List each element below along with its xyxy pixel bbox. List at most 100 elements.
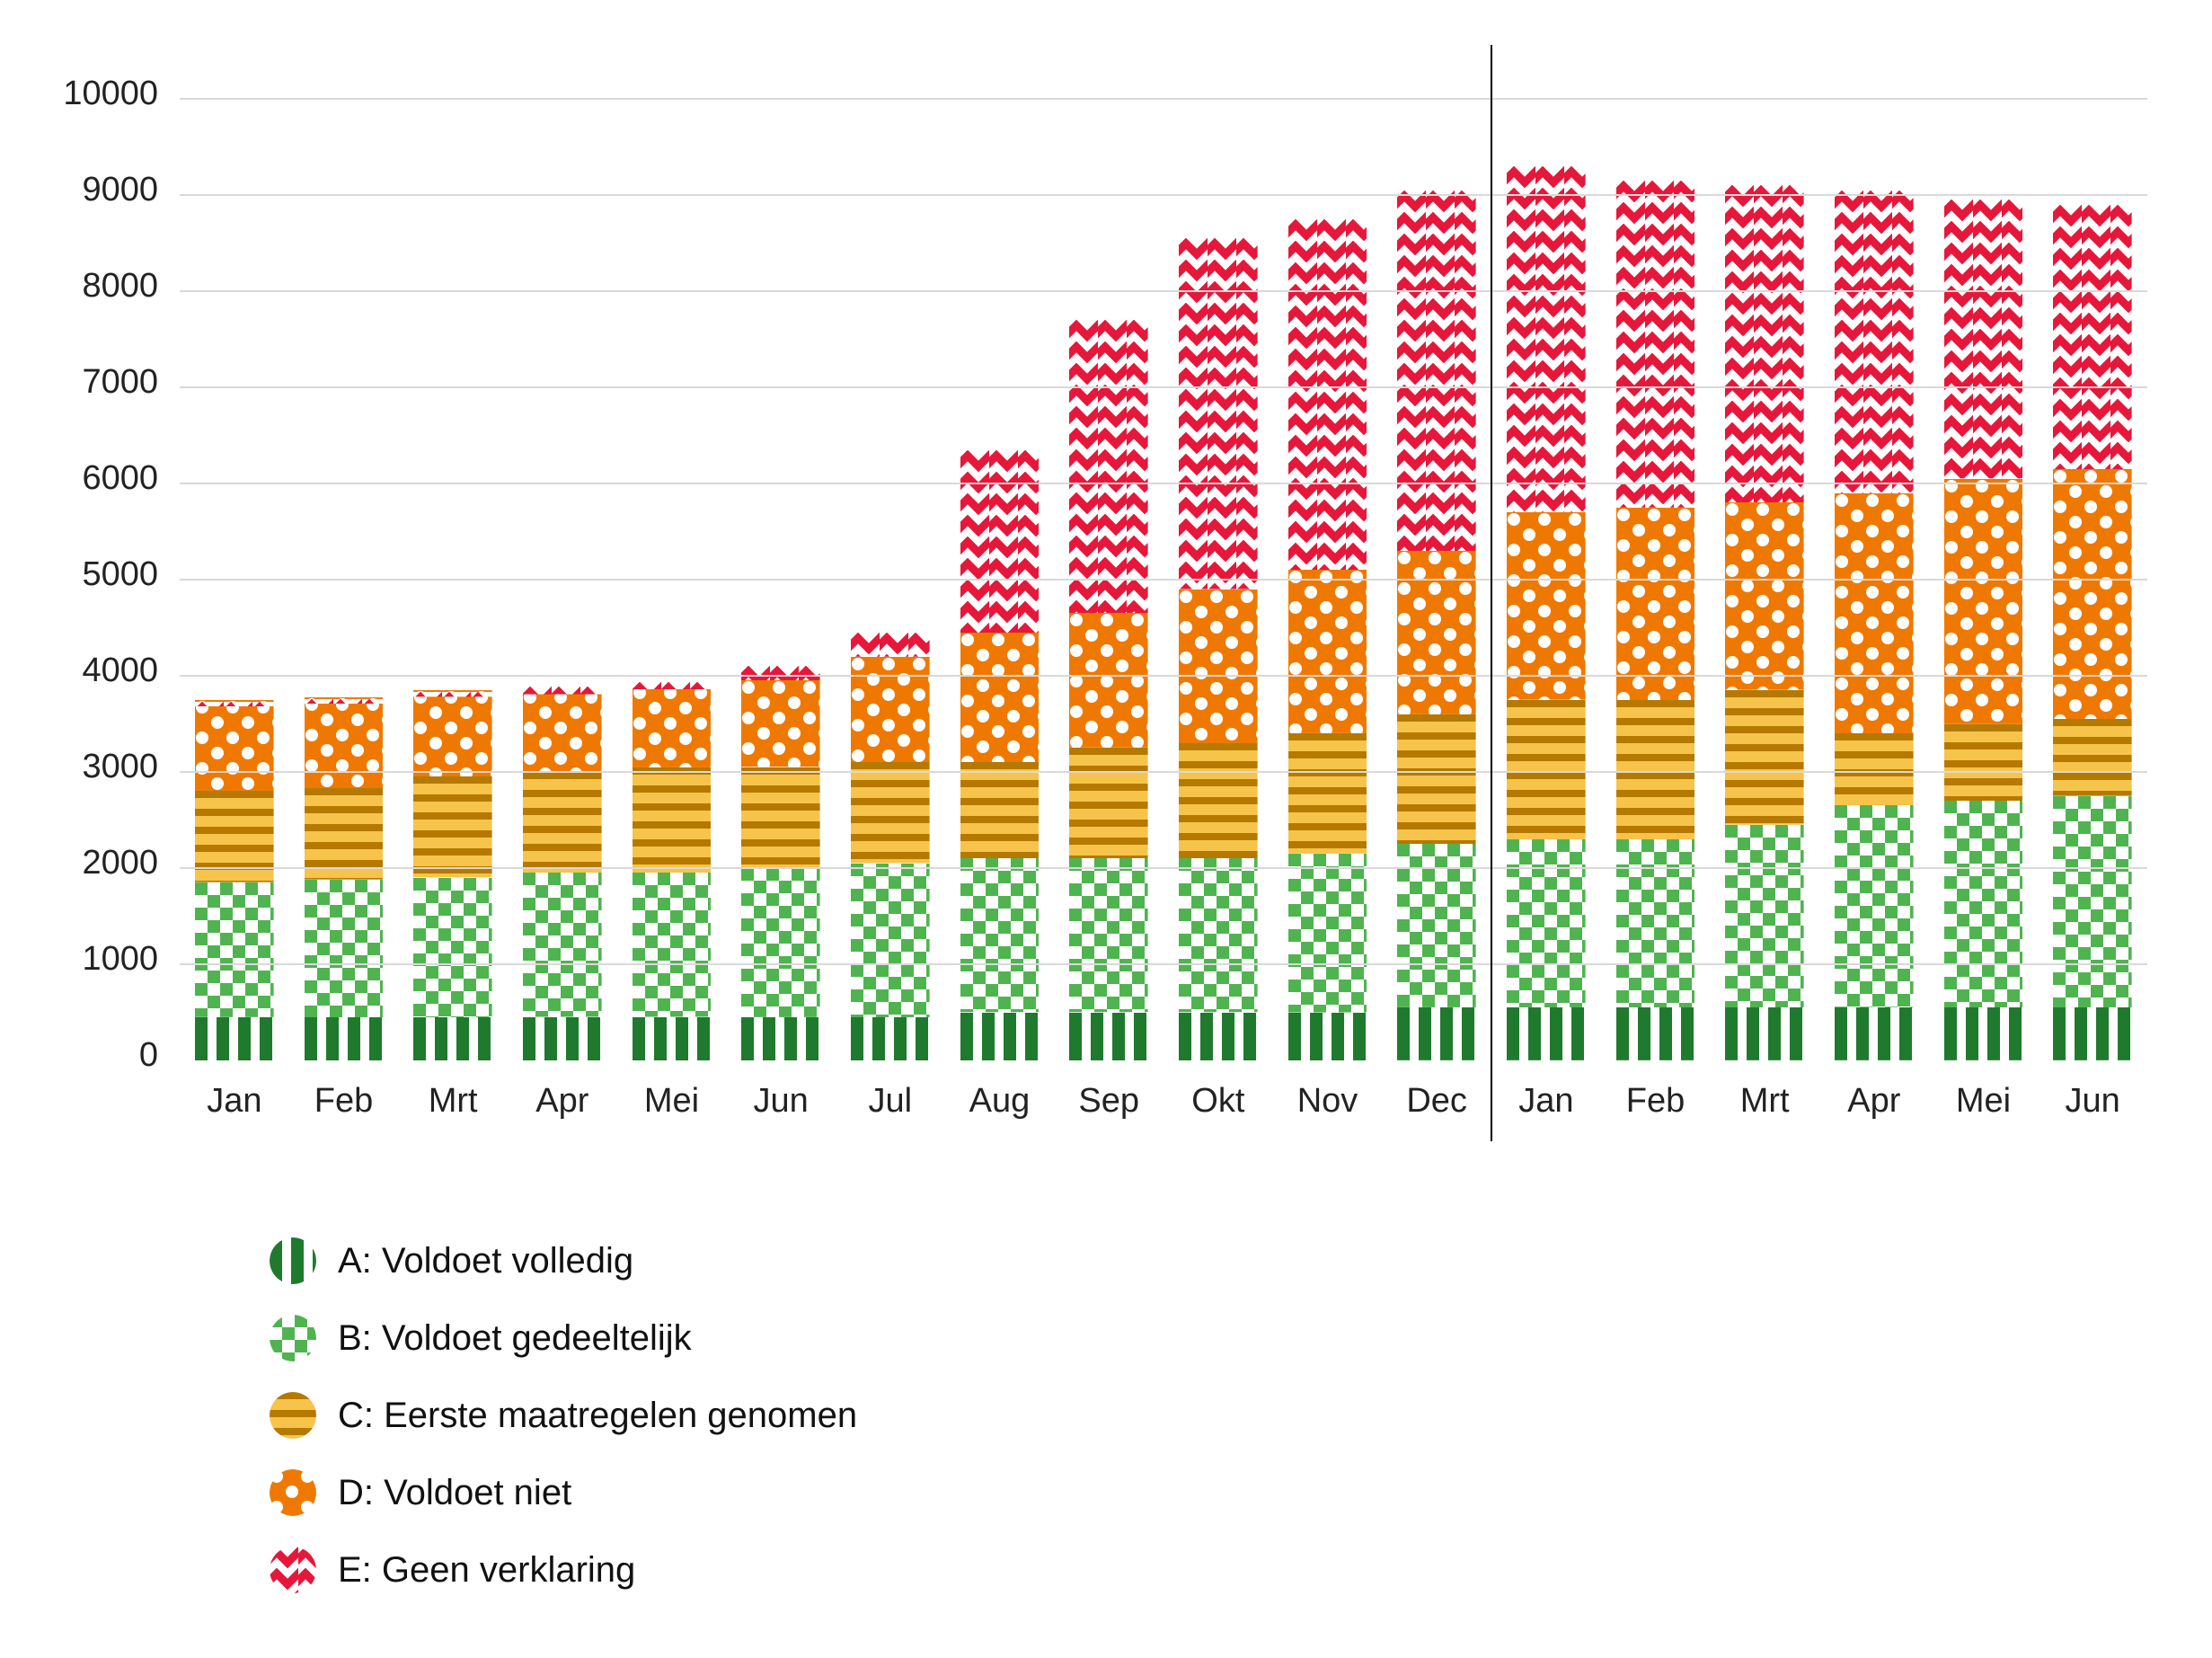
bar-segment-C [741,767,820,868]
bar-segment-D [2053,469,2132,719]
bar-segment-E [1616,181,1695,508]
legend-item-B: B: Voldoet gedeeltelijk [270,1299,857,1377]
bar-segment-C [305,788,384,880]
bar-segment-C [413,776,492,877]
gridline [180,194,2147,196]
legend-swatch-A [270,1237,316,1284]
y-tick-label: 3000 [0,748,158,786]
legend-swatch-C [270,1392,316,1439]
bar-segment-D [1179,590,1258,743]
bar-segment-E [633,678,712,686]
bar-segment-B [195,882,274,1017]
bar-segment-D [960,633,1040,762]
bar-segment-C [1507,700,1586,839]
bar-segment-E [1835,191,1914,493]
y-tick-label: 4000 [0,652,158,690]
bar-segment-D [1616,508,1695,700]
bar-segment-A [1725,1007,1804,1060]
bar-segment-E [195,695,274,699]
bar-segment-E [1507,166,1586,512]
x-tick-label: Mei [617,1082,727,1121]
x-tick-label: Nov [1273,1082,1383,1121]
bar-segment-C [1835,733,1914,805]
bar-segment-A [633,1017,712,1060]
x-tick-label: Mei [1929,1082,2039,1121]
x-tick-label: Sep [1054,1082,1164,1121]
bar-segment-E [305,692,384,696]
legend-item-A: A: Voldoet volledig [270,1222,857,1299]
legend: A: Voldoet volledigB: Voldoet gedeelteli… [270,1222,857,1609]
bar-segment-D [195,700,274,792]
bar-segment-E [960,450,1040,633]
legend-swatch-E [270,1547,316,1593]
bar-segment-A [1944,1007,2023,1060]
y-tick-label: 0 [0,1036,158,1075]
bar-segment-C [1069,748,1148,858]
bar-segment-B [1725,825,1804,1007]
bar-segment-E [851,633,930,657]
legend-label: D: Voldoet niet [338,1473,571,1513]
bar-segment-B [851,864,930,1017]
legend-label: C: Eerste maatregelen genomen [338,1396,857,1436]
bar-segment-D [523,690,602,772]
x-tick-label: Jul [836,1082,945,1121]
bar-segment-C [2053,719,2132,796]
bar-segment-A [1069,1013,1148,1061]
bar-segment-C [1944,724,2023,802]
bar-segment-E [741,666,820,680]
gridline [180,579,2147,581]
bar-segment-B [1507,839,1586,1007]
bar-segment-A [523,1017,602,1060]
bar-segment-D [851,657,930,763]
y-tick-label: 1000 [0,940,158,979]
x-tick-label: Feb [289,1082,399,1121]
x-tick-label: Apr [508,1082,617,1121]
gridline [180,98,2147,100]
bar-segment-A [1616,1007,1695,1060]
bar-segment-B [1288,854,1367,1013]
bar-segment-C [851,762,930,863]
bar-segment-B [1069,858,1148,1012]
x-tick-label: Mrt [398,1082,508,1121]
bar-segment-A [1835,1007,1914,1060]
bar-segment-E [1288,219,1367,571]
bar-segment-A [960,1013,1040,1061]
bar-segment-A [305,1017,384,1060]
bar-segment-D [741,680,820,767]
gridline [180,290,2147,292]
bar-segment-D [1507,512,1586,700]
bar-segment-B [1835,805,1914,1007]
bar-segment-C [1288,733,1367,854]
bar-segment-A [413,1017,492,1060]
bar-segment-A [741,1017,820,1060]
bar-segment-B [960,858,1040,1012]
y-tick-label: 7000 [0,363,158,402]
bar-segment-A [851,1017,930,1060]
bar-segment-D [1725,502,1804,690]
bar-segment-B [523,873,602,1017]
bar-segment-C [523,772,602,873]
bar-segment-C [1179,743,1258,858]
bar-segment-A [195,1017,274,1060]
bar-segment-D [1069,613,1148,748]
x-tick-label: Jun [726,1082,836,1121]
gridline [180,483,2147,484]
gridline [180,675,2147,677]
legend-item-E: E: Geen verklaring [270,1531,857,1609]
compliance-stacked-bar-chart: 0100020003000400050006000700080009000100… [0,0,2212,1658]
bar-segment-C [1725,690,1804,825]
bar-segment-B [633,873,712,1017]
bar-segment-E [1397,191,1476,551]
bar-segment-A [1179,1013,1258,1061]
bar-segment-D [1288,570,1367,733]
x-tick-label: Mrt [1710,1082,1819,1121]
bar-segment-E [1069,320,1148,613]
bar-segment-D [1944,479,2023,724]
legend-label: E: Geen verklaring [338,1550,635,1591]
bar-segment-E [523,683,602,691]
bar-segment-E [1944,199,2023,478]
x-tick-label: Jan [180,1082,289,1121]
bar-segment-D [305,697,384,789]
bar-segment-E [2053,205,2132,469]
y-tick-label: 10000 [0,75,158,113]
